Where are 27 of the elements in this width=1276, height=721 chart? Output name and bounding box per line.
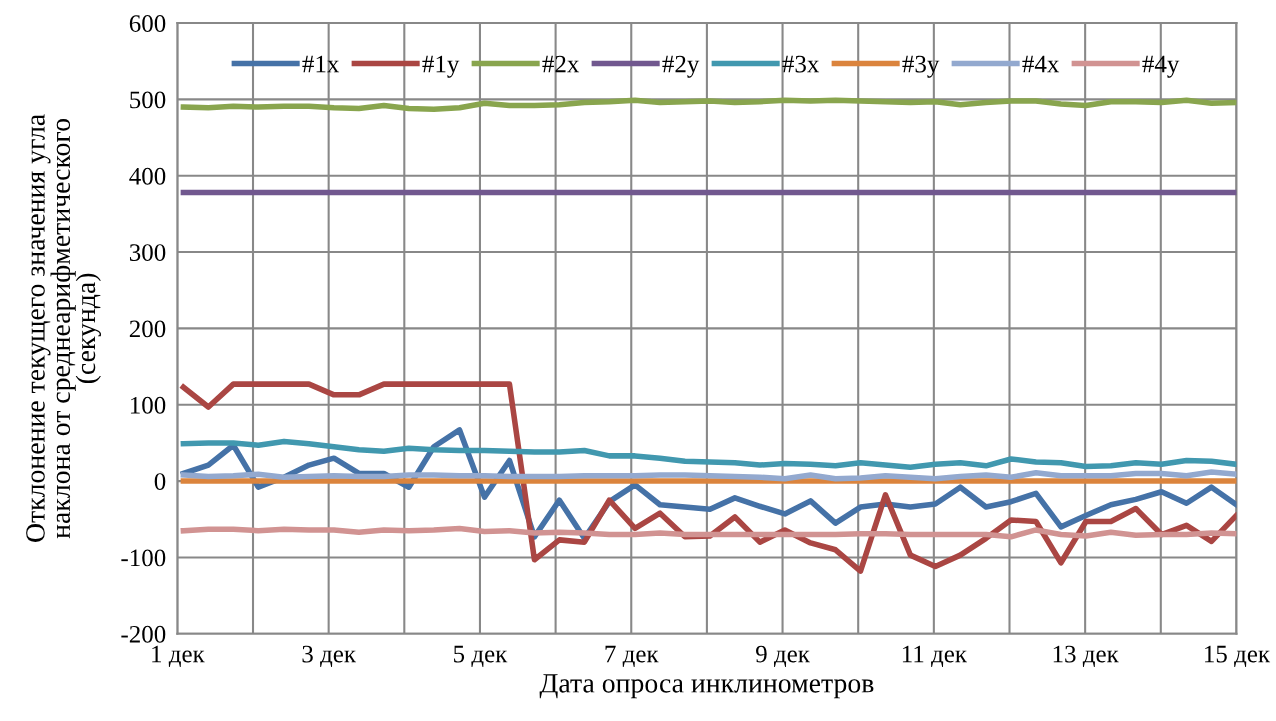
x-tick-label: 15 дек — [1205, 645, 1271, 668]
y-tick-label: -100 — [121, 549, 166, 567]
y-tick-label: 0 — [154, 473, 166, 491]
x-tick-label: 1 дек — [152, 645, 205, 668]
legend-label: #4y — [1142, 55, 1180, 78]
legend-label: #2x — [542, 55, 580, 73]
y-tick-label: 200 — [129, 320, 166, 338]
x-axis-title: Дата опроса инклинометров — [539, 674, 874, 699]
legend-label: #3x — [782, 55, 820, 73]
y-axis-title: Отклонение текущего значения угла наклона от среднеарифметического (секунда) — [26, 114, 101, 542]
legend-label: #2y — [662, 55, 700, 78]
x-tick-label: 7 дек — [605, 645, 659, 668]
y-tick-label: 100 — [130, 396, 166, 414]
legend-label: #1y — [422, 55, 460, 78]
x-tick-label: 5 дек — [454, 645, 508, 668]
x-tick-label: 3 дек — [302, 645, 357, 668]
x-tick-label: 11 дек — [902, 645, 968, 668]
y-tick-label: 400 — [129, 167, 166, 185]
y-tick-label: -200 — [121, 625, 166, 643]
legend-label: #3y — [902, 55, 940, 78]
y-tick-label: 600 — [129, 15, 166, 32]
y-tick-label: 300 — [129, 244, 166, 261]
x-tick-label: 13 дек — [1053, 645, 1119, 668]
x-tick-label: 9 дек — [756, 645, 810, 668]
legend-label: #1x — [302, 55, 340, 73]
y-tick-label: 500 — [130, 91, 166, 109]
legend-label: #4x — [1022, 55, 1060, 73]
